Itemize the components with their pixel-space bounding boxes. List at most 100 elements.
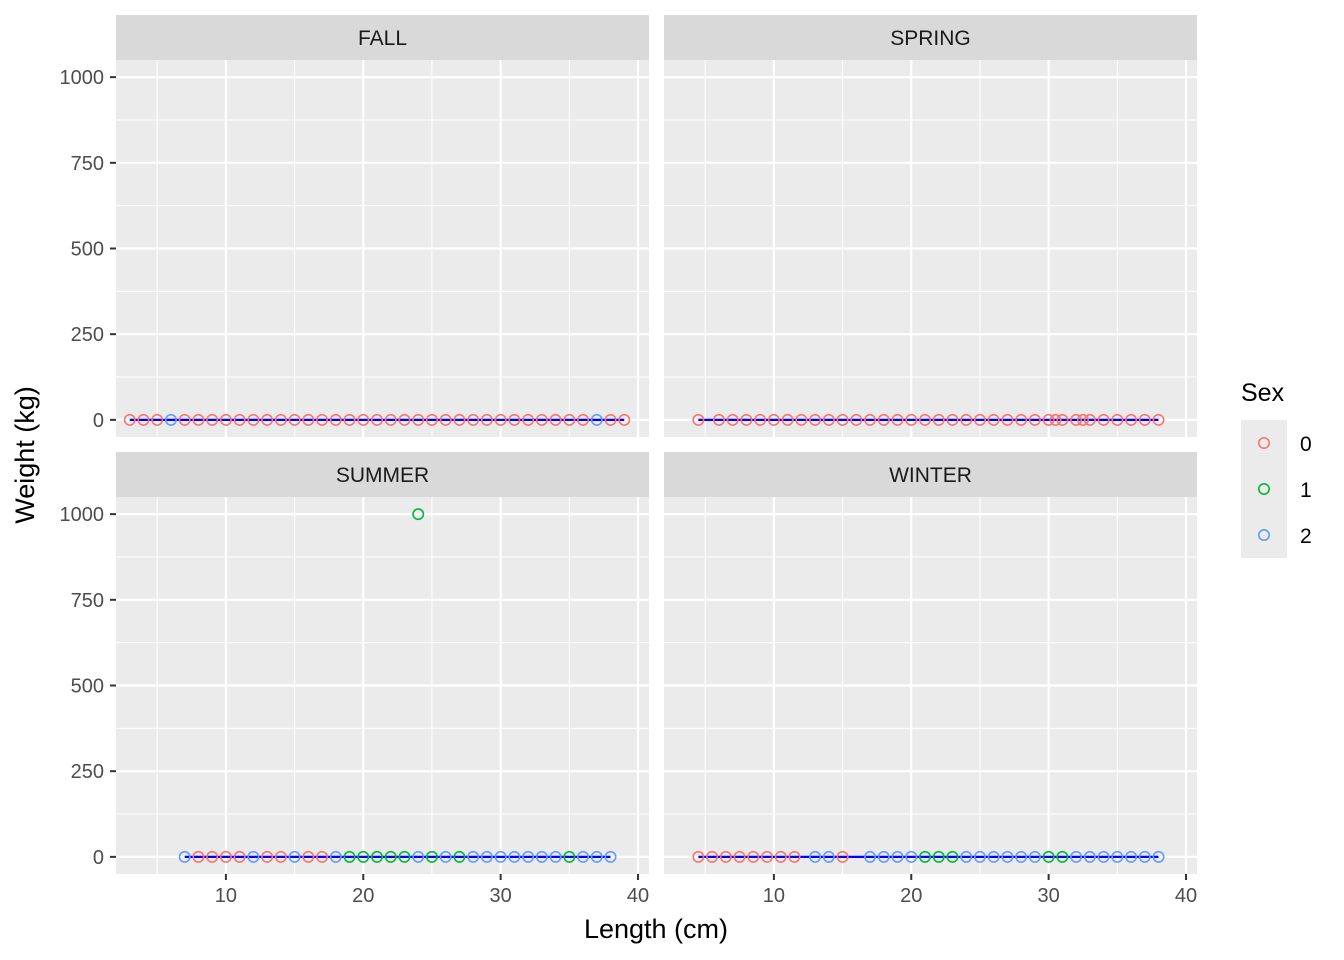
- y-tick-label: 750: [71, 590, 104, 612]
- point-sex-0: [973, 413, 986, 426]
- point-sex-0: [425, 413, 438, 426]
- facet-strip-summer: [116, 452, 649, 497]
- point-sex-0: [919, 413, 932, 426]
- point-sex-2: [439, 850, 452, 863]
- point-sex-0: [206, 850, 219, 863]
- point-sex-1: [1056, 850, 1069, 863]
- legend-key-1: [1258, 482, 1271, 495]
- point-sex-0: [850, 413, 863, 426]
- point-sex-0: [1056, 413, 1069, 426]
- point-sex-0: [302, 850, 315, 863]
- facet-title-spring: SPRING: [890, 27, 971, 50]
- point-sex-0: [781, 413, 794, 426]
- point-sex-1: [384, 850, 397, 863]
- point-sex-0: [960, 413, 973, 426]
- point-sex-1: [932, 850, 945, 863]
- point-sex-0: [467, 413, 480, 426]
- point-sex-0: [535, 413, 548, 426]
- point-sex-0: [877, 413, 890, 426]
- point-sex-0: [453, 413, 466, 426]
- point-sex-0: [1083, 413, 1096, 426]
- y-tick-label: 0: [93, 847, 104, 869]
- legend-label-2: 2: [1300, 525, 1312, 548]
- point-sex-0: [905, 413, 918, 426]
- x-tick-label: 30: [1038, 885, 1060, 907]
- point-sex-0: [1125, 413, 1138, 426]
- point-sex-0: [618, 413, 631, 426]
- point-sex-0: [1042, 413, 1055, 426]
- point-sex-2: [960, 850, 973, 863]
- point-sex-0: [439, 413, 452, 426]
- point-sex-0: [987, 413, 1000, 426]
- point-sex-2: [1028, 850, 1041, 863]
- legend-label-0: 0: [1300, 433, 1312, 456]
- point-sex-0: [1049, 413, 1062, 426]
- point-sex-1: [412, 508, 425, 521]
- point-sex-2: [494, 850, 507, 863]
- y-tick-label: 0: [93, 410, 104, 432]
- point-sex-0: [480, 413, 493, 426]
- legend-key-bg: [1241, 512, 1287, 558]
- point-sex-2: [973, 850, 986, 863]
- point-sex-2: [480, 850, 493, 863]
- x-tick-label: 40: [627, 885, 649, 907]
- point-sex-0: [712, 413, 725, 426]
- x-tick-label: 10: [763, 885, 785, 907]
- point-sex-0: [178, 413, 191, 426]
- point-sex-0: [274, 850, 287, 863]
- point-sex-2: [1097, 850, 1110, 863]
- point-sex-0: [767, 413, 780, 426]
- facet-strip-spring: [664, 15, 1197, 60]
- point-sex-2: [329, 850, 342, 863]
- point-sex-0: [1152, 413, 1165, 426]
- point-sex-2: [247, 850, 260, 863]
- point-sex-2: [1001, 850, 1014, 863]
- y-tick-label: 1000: [60, 67, 105, 89]
- point-sex-2: [412, 850, 425, 863]
- point-sex-0: [233, 850, 246, 863]
- legend: Sex 0 1 2: [1241, 379, 1312, 558]
- point-sex-0: [932, 413, 945, 426]
- point-sex-0: [577, 413, 590, 426]
- point-sex-0: [274, 413, 287, 426]
- facet-title-winter: WINTER: [889, 464, 972, 487]
- x-tick-label: 30: [490, 885, 512, 907]
- point-sex-1: [425, 850, 438, 863]
- legend-key-0: [1258, 436, 1271, 449]
- point-sex-0: [1015, 413, 1028, 426]
- point-sex-2: [522, 850, 535, 863]
- point-sex-0: [733, 850, 746, 863]
- point-sex-0: [946, 413, 959, 426]
- point-sex-0: [795, 413, 808, 426]
- point-sex-1: [357, 850, 370, 863]
- point-sex-0: [836, 413, 849, 426]
- point-sex-2: [164, 413, 177, 426]
- y-tick-label: 750: [71, 153, 104, 175]
- point-sex-0: [761, 850, 774, 863]
- point-sex-2: [987, 850, 1000, 863]
- point-sex-0: [343, 413, 356, 426]
- legend-label-1: 1: [1300, 479, 1312, 502]
- point-sex-2: [809, 850, 822, 863]
- point-sex-0: [719, 850, 732, 863]
- point-sex-0: [151, 413, 164, 426]
- point-sex-1: [398, 850, 411, 863]
- point-sex-0: [604, 413, 617, 426]
- point-sex-0: [192, 413, 205, 426]
- point-sex-1: [919, 850, 932, 863]
- point-sex-0: [1076, 413, 1089, 426]
- point-sex-2: [905, 850, 918, 863]
- point-sex-2: [590, 850, 603, 863]
- point-sex-2: [1125, 850, 1138, 863]
- point-sex-0: [836, 850, 849, 863]
- x-axis-title: Length (cm): [584, 914, 728, 944]
- point-sex-2: [1111, 850, 1124, 863]
- point-sex-1: [946, 850, 959, 863]
- point-sex-0: [192, 850, 205, 863]
- x-tick-label: 20: [352, 885, 374, 907]
- point-sex-1: [453, 850, 466, 863]
- point-sex-0: [754, 413, 767, 426]
- point-sex-0: [774, 850, 787, 863]
- legend-key-bg: [1241, 420, 1287, 466]
- point-sex-0: [206, 413, 219, 426]
